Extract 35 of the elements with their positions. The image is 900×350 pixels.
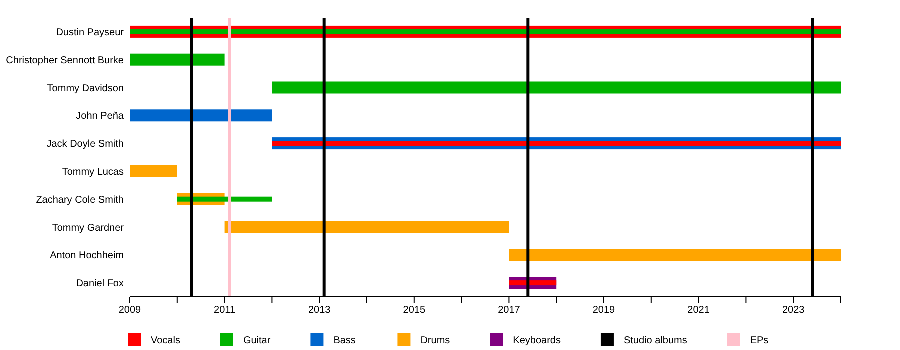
y-tick-label: Anton Hochheim [50, 250, 124, 262]
legend-label: Studio albums [624, 336, 688, 346]
legend-label: Bass [334, 336, 356, 346]
y-tick-label: Tommy Gardner [52, 222, 125, 234]
x-tick-label: 2009 [118, 305, 142, 316]
bar [130, 29, 841, 34]
x-tick-label: 2013 [308, 305, 332, 316]
y-tick-label: John Peña [76, 111, 124, 122]
x-tick-label: 2019 [592, 305, 616, 316]
x-tick-label: 2011 [214, 305, 236, 316]
bar [509, 249, 841, 262]
legend-label: Drums [420, 336, 450, 346]
y-tick-label: Christopher Sennott Burke [6, 55, 124, 66]
x-tick-label: 2021 [688, 305, 710, 316]
y-tick-label: Tommy Davidson [47, 83, 124, 94]
bar [272, 141, 841, 146]
bar [272, 82, 841, 94]
legend-label: Keyboards [513, 336, 561, 346]
bar [224, 221, 510, 234]
bar [509, 280, 557, 286]
legend-label: Vocals [151, 336, 180, 346]
bar [177, 196, 272, 202]
y-tick-label: Daniel Fox [76, 278, 124, 290]
bar [130, 165, 178, 178]
x-tick-label: 2017 [498, 305, 521, 316]
legend-label: EPs [750, 336, 769, 346]
y-tick-label: Jack Doyle Smith [46, 139, 124, 150]
bar [130, 54, 225, 66]
y-tick-label: Tommy Lucas [62, 166, 124, 178]
y-tick-label: Dustin Payseur [56, 27, 125, 38]
y-tick-label: Zachary Cole Smith [36, 194, 124, 206]
x-tick-label: 2023 [782, 305, 806, 316]
bar [130, 110, 272, 122]
x-tick-label: 2015 [403, 305, 426, 316]
legend-label: Guitar [243, 336, 272, 346]
